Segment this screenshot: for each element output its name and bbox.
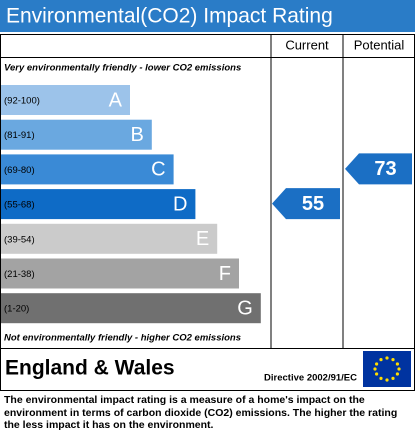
rating-band: [1, 258, 239, 289]
rating-band: [1, 223, 218, 254]
rating-arrow: [345, 153, 412, 185]
region: England & Wales: [5, 357, 175, 380]
band-letter: F: [219, 263, 231, 285]
band-range: (39-54): [4, 234, 35, 245]
footer-text: The environmental impact rating is a mea…: [4, 394, 398, 431]
band-letter: C: [151, 159, 165, 181]
band-range: (21-38): [4, 269, 35, 280]
rating-band: [1, 189, 196, 220]
band-letter: E: [196, 228, 209, 250]
band-letter: D: [173, 193, 187, 215]
band-letter: B: [130, 124, 143, 146]
band-range: (69-80): [4, 165, 35, 176]
rating-band: [1, 85, 130, 115]
eu-flag: [363, 351, 411, 387]
band-range: (1-20): [4, 304, 29, 315]
chart-title: Environmental(CO2) Impact Rating: [6, 5, 333, 28]
chart: Environmental(CO2) Impact Rating Current…: [0, 0, 415, 391]
title-bar: [0, 0, 415, 32]
rating-band: [1, 119, 152, 150]
band-letter: A: [109, 89, 123, 111]
band-letter: G: [237, 297, 253, 319]
band-range: (92-100): [4, 96, 40, 107]
rating-band: [1, 293, 261, 324]
rating-value: 55: [302, 193, 324, 215]
rating-value: 73: [374, 158, 396, 180]
directive: Directive 2002/91/EC: [264, 373, 357, 384]
column-header: Current: [285, 37, 329, 52]
bottom-note: Not environmentally friendly - higher CO…: [4, 333, 241, 344]
column-header: Potential: [354, 37, 405, 52]
band-range: (81-91): [4, 130, 35, 141]
band-range: (55-68): [4, 200, 35, 211]
top-note: Very environmentally friendly - lower CO…: [4, 63, 241, 74]
rating-band: [1, 154, 174, 185]
rating-arrow: [272, 188, 340, 220]
